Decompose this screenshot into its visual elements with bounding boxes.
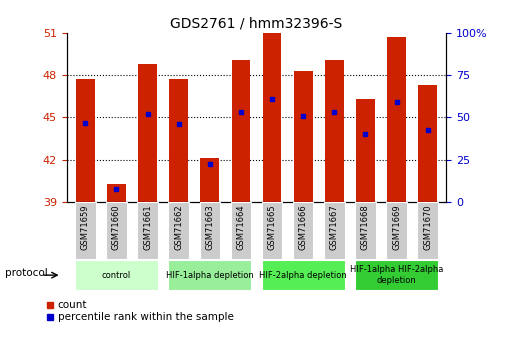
Bar (75, 260, 158, 290)
Text: GSM71664: GSM71664 (236, 205, 245, 250)
Bar (168, 202, 189, 259)
Bar (76, 79, 95, 202)
Text: GSM71662: GSM71662 (174, 205, 183, 250)
Bar (106, 202, 127, 259)
Bar (231, 202, 251, 259)
Text: GSM71659: GSM71659 (81, 205, 90, 250)
Bar (387, 37, 406, 202)
Text: GSM71660: GSM71660 (112, 205, 121, 250)
Bar (139, 64, 157, 202)
Bar (324, 202, 345, 259)
Bar (168, 260, 251, 290)
Bar (263, 33, 282, 202)
Text: control: control (102, 270, 131, 280)
Text: protocol: protocol (5, 268, 48, 278)
Text: GSM71661: GSM71661 (143, 205, 152, 250)
Bar (137, 202, 158, 259)
Bar (262, 202, 282, 259)
Bar (355, 260, 438, 290)
Bar (200, 202, 220, 259)
Text: GSM71669: GSM71669 (392, 205, 401, 250)
Bar (418, 202, 438, 259)
Bar (386, 202, 407, 259)
Bar (293, 202, 313, 259)
Text: GSM71663: GSM71663 (205, 205, 214, 250)
Bar (355, 202, 376, 259)
Text: GSM71666: GSM71666 (299, 205, 308, 250)
Bar (356, 99, 374, 202)
Text: GSM71670: GSM71670 (423, 205, 432, 250)
Text: HIF-1alpha HIF-2alpha
depletion: HIF-1alpha HIF-2alpha depletion (350, 265, 443, 285)
Bar (107, 184, 126, 202)
Bar (201, 158, 219, 202)
Text: HIF-2alpha depletion: HIF-2alpha depletion (259, 270, 347, 280)
Text: GSM71667: GSM71667 (330, 205, 339, 250)
Bar (325, 60, 344, 202)
Text: HIF-1alpha depletion: HIF-1alpha depletion (166, 270, 254, 280)
Title: GDS2761 / hmm32396-S: GDS2761 / hmm32396-S (170, 16, 343, 30)
Bar (231, 60, 250, 202)
Bar (169, 79, 188, 202)
Text: GSM71665: GSM71665 (268, 205, 277, 250)
Bar (418, 85, 437, 202)
Legend: count, percentile rank within the sample: count, percentile rank within the sample (46, 300, 233, 322)
Bar (75, 202, 95, 259)
Bar (262, 260, 345, 290)
Bar (294, 71, 312, 202)
Text: GSM71668: GSM71668 (361, 205, 370, 250)
